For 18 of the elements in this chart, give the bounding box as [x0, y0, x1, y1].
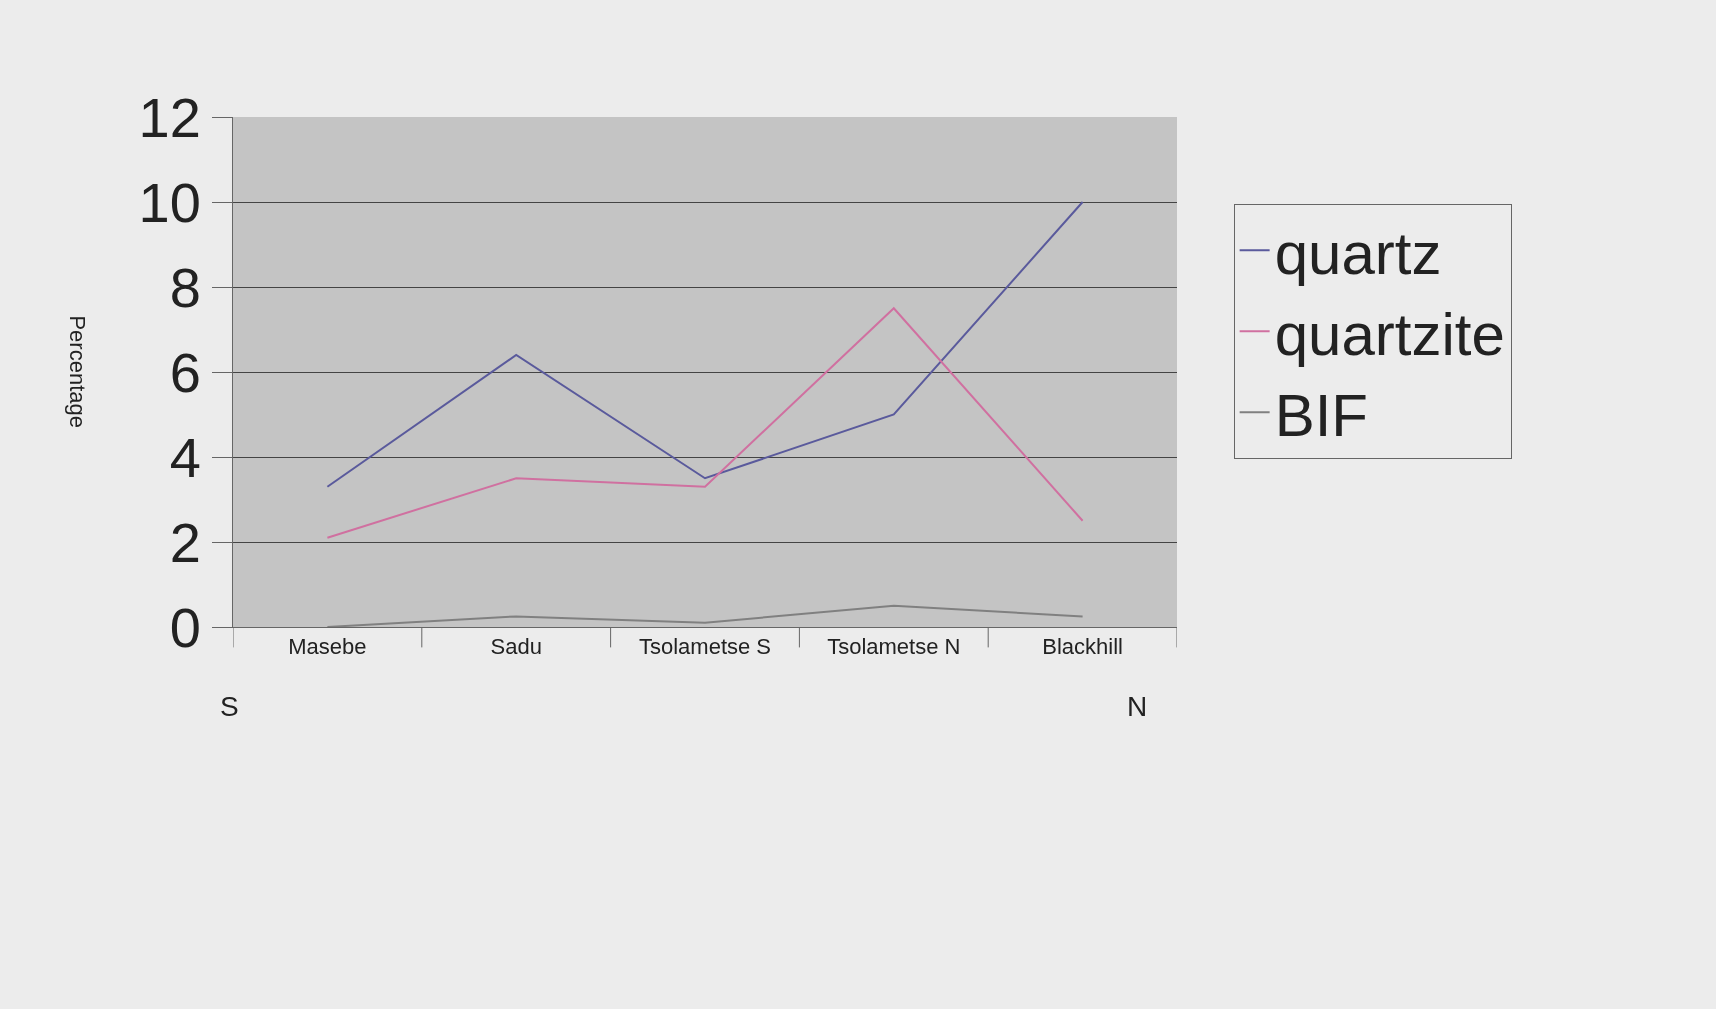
x-tick-label: Masebe — [288, 634, 367, 660]
x-tick-label: Blackhill — [1042, 634, 1123, 660]
y-tick-label: 4 — [169, 425, 201, 489]
legend-label: BIF — [1274, 381, 1368, 449]
text: S — [220, 691, 239, 722]
y-tick-label: 0 — [169, 595, 201, 659]
x-tick-label: Tsolametse S — [638, 634, 772, 660]
y-tick-label: 12 — [138, 85, 201, 149]
y-tick-label: 6 — [169, 340, 201, 404]
y-tick-label: 10 — [138, 170, 201, 234]
x-tick-label: Sadu — [490, 634, 542, 660]
x-tick-label: Tsolametse N — [827, 634, 961, 660]
y-axis-title: Percentage — [64, 315, 90, 428]
y-tick-label: 8 — [169, 255, 201, 319]
text: N — [1127, 691, 1148, 722]
y-tick-label: 2 — [169, 510, 201, 574]
legend-label: quartzite — [1274, 300, 1505, 368]
legend-label: quartz — [1274, 219, 1442, 287]
